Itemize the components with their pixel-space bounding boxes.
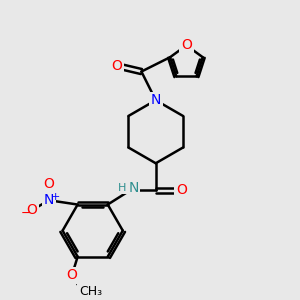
Text: +: + bbox=[51, 192, 60, 202]
Text: O: O bbox=[44, 178, 54, 191]
Text: N: N bbox=[128, 181, 139, 195]
Text: O: O bbox=[181, 38, 192, 52]
Text: O: O bbox=[26, 203, 37, 217]
Text: −: − bbox=[20, 207, 31, 220]
Text: O: O bbox=[176, 184, 187, 197]
Text: O: O bbox=[112, 59, 122, 73]
Text: CH₃: CH₃ bbox=[79, 285, 102, 298]
Text: N: N bbox=[151, 93, 161, 107]
Text: O: O bbox=[67, 268, 77, 282]
Text: N: N bbox=[44, 193, 54, 207]
Text: H: H bbox=[118, 183, 126, 193]
